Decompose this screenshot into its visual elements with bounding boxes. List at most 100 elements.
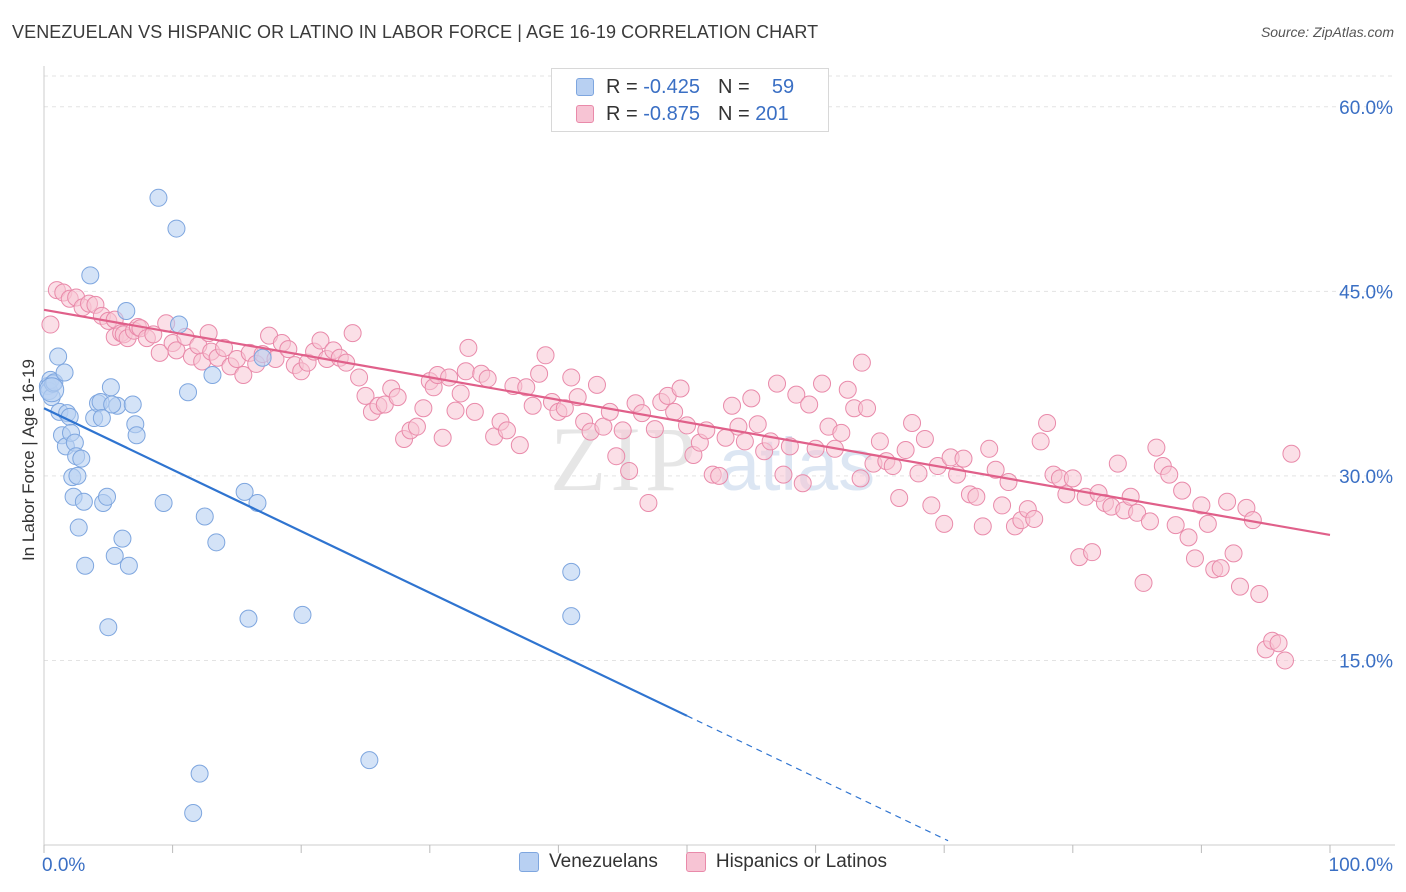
hispanic-point <box>1250 584 1269 603</box>
hispanic-point <box>311 331 330 350</box>
legend-n-value: 201 <box>755 102 789 125</box>
venezuelan-point <box>154 493 173 512</box>
axes <box>43 66 1395 853</box>
hispanic-point <box>356 386 375 405</box>
venezuelan-point <box>253 348 272 367</box>
hispanic-point <box>813 374 832 393</box>
hispanic-point <box>41 315 60 334</box>
venezuelan-point <box>119 556 138 575</box>
hispanic-point <box>536 346 555 365</box>
venezuelan-point <box>170 315 189 334</box>
legend-row-venezuelans: R = -0.425 N = 59 <box>576 74 794 100</box>
hispanic-point <box>1063 469 1082 488</box>
y-tick-label: 60.0% <box>1339 98 1393 119</box>
venezuelan-point <box>117 302 136 321</box>
venezuelan-point <box>207 533 226 552</box>
hispanic-point <box>852 353 871 372</box>
venezuelan-trend-extension <box>686 715 949 842</box>
venezuelan-point <box>101 378 120 397</box>
hispanic-point <box>980 439 999 458</box>
venezuelan-point <box>123 395 142 414</box>
hispanic-point <box>787 385 806 404</box>
venezuelan-point <box>235 482 254 501</box>
hispanic-point <box>1224 544 1243 563</box>
venezuelan-point <box>360 751 379 770</box>
hispanic-point <box>870 432 889 451</box>
hispanic-point <box>793 474 812 493</box>
hispanic-point <box>1134 573 1153 592</box>
hispanic-point <box>587 375 606 394</box>
hispanic-point <box>1218 492 1237 511</box>
hispanic-point <box>832 423 851 442</box>
legend-swatch-blue <box>576 78 594 96</box>
hispanic-point <box>768 374 787 393</box>
hispanic-point <box>497 421 516 440</box>
hispanic-point <box>678 416 696 435</box>
series-legend: Venezuelans Hispanics or Latinos <box>0 851 1406 873</box>
hispanic-point <box>909 464 928 483</box>
venezuelan-point <box>39 377 65 403</box>
hispanic-point <box>1038 413 1057 432</box>
hispanic-point <box>748 415 767 434</box>
source-label: Source: ZipAtlas.com <box>1260 24 1394 40</box>
hispanic-point <box>903 413 922 432</box>
hispanic-point <box>1275 651 1294 670</box>
x-tick-label: 0.0% <box>42 855 85 876</box>
hispanic-point <box>954 449 973 468</box>
hispanic-point <box>234 365 253 384</box>
venezuelan-point <box>167 219 186 238</box>
hispanic-point <box>967 487 986 506</box>
legend-r-value: -0.875 <box>643 102 700 125</box>
hispanic-point <box>1031 432 1050 451</box>
venezuelan-point <box>99 618 118 637</box>
hispanic-point <box>465 402 484 421</box>
venezuelan-point <box>74 492 93 511</box>
hispanic-point <box>973 517 992 536</box>
hispanic-point <box>639 493 658 512</box>
hispanic-point <box>433 428 452 447</box>
hispanic-point <box>986 460 1005 479</box>
legend-n-value: 59 <box>771 75 795 98</box>
hispanic-point <box>215 338 234 357</box>
correlation-legend: R = -0.425 N = 59 R = -0.875 N = 201 <box>551 68 829 132</box>
hispanic-point <box>665 402 684 421</box>
hispanic-point <box>838 380 857 399</box>
hispanic-point <box>1166 516 1185 535</box>
hispanic-point <box>710 466 729 485</box>
hispanic-point <box>774 465 793 484</box>
hispanic-point <box>607 447 626 466</box>
hispanic-point <box>530 364 549 383</box>
hispanic-point <box>645 420 664 439</box>
hispanic-point <box>1230 577 1249 596</box>
venezuelan-point <box>149 188 168 207</box>
hispanic-point <box>555 399 574 418</box>
legend-swatch-pink <box>576 105 594 123</box>
hispanic-point <box>1211 559 1230 578</box>
hispanic-point <box>1282 444 1301 463</box>
venezuelan-point <box>190 764 209 783</box>
hispanic-point <box>1179 528 1198 547</box>
hispanic-point <box>343 324 362 343</box>
y-tick-label: 30.0% <box>1339 467 1393 488</box>
hispanic-point <box>742 389 761 408</box>
hispanic-point <box>446 401 465 420</box>
venezuelan-point <box>92 409 111 428</box>
venezuelan-point <box>562 607 581 626</box>
venezuelan-point <box>113 529 132 548</box>
hispanic-point <box>1121 487 1140 506</box>
trend-lines <box>43 308 1331 842</box>
hispanic-point <box>1108 454 1127 473</box>
hispanic-point <box>1173 481 1192 500</box>
series-legend-hispanics: Hispanics or Latinos <box>685 851 887 873</box>
venezuelan-point <box>98 487 117 506</box>
axis-labels: 15.0% 30.0% 45.0% 60.0% 0.0% 100.0% In Labor F… <box>19 98 1393 876</box>
venezuelan-points <box>38 188 581 823</box>
series-swatch-pink <box>685 852 706 872</box>
hispanic-point <box>858 399 877 418</box>
hispanic-point <box>279 340 298 359</box>
venezuelan-point <box>562 562 581 581</box>
hispanic-trend-line <box>43 308 1331 537</box>
y-axis-title: In Labor Force | Age 16-19 <box>19 359 38 561</box>
venezuelan-point <box>184 804 203 823</box>
